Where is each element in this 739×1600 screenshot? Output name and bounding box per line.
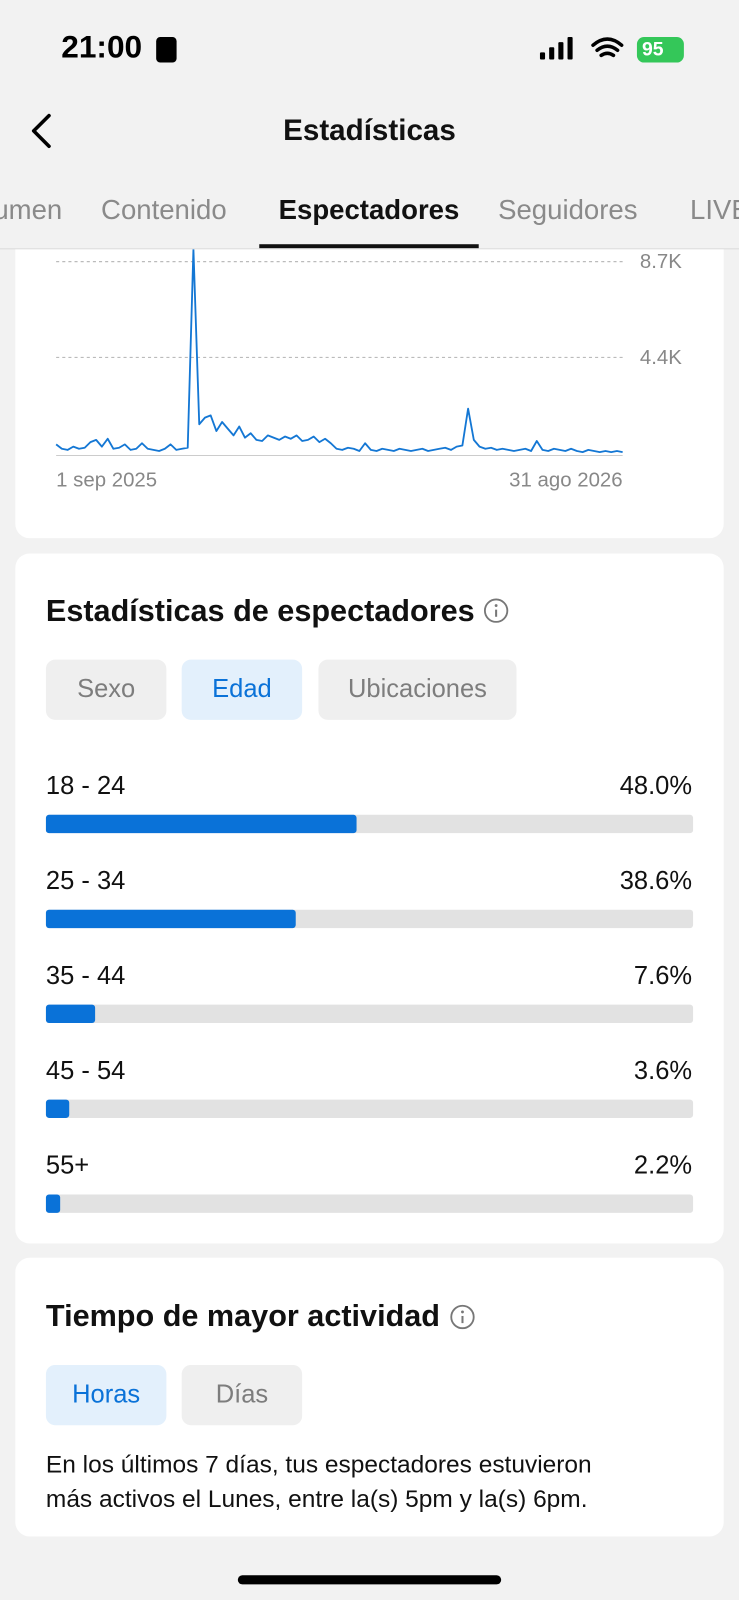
x-tick-label: 1 sep 2025	[56, 469, 157, 491]
info-icon[interactable]	[483, 598, 509, 623]
value-label: 3.6%	[634, 1057, 692, 1085]
tab-indicator	[259, 244, 479, 249]
tab[interactable]: LIVE	[690, 194, 739, 225]
filter-chip[interactable]	[45, 659, 167, 720]
bar-track	[45, 1004, 694, 1024]
bar-track	[45, 1194, 694, 1213]
bar	[45, 909, 296, 929]
back-button[interactable]	[31, 113, 51, 149]
activity-text: más activos el Lunes, entre la(s) 5pm y …	[46, 1486, 588, 1513]
tab[interactable]: Resumen	[0, 194, 62, 225]
home-indicator	[237, 1575, 502, 1585]
filter-chip[interactable]	[181, 1364, 303, 1426]
battery-level: 95	[642, 38, 664, 60]
filter-chip-label[interactable]: Días	[216, 1380, 268, 1408]
age-label: 18 - 24	[46, 772, 125, 800]
time: 21:00	[61, 29, 142, 65]
value-label: 48.0%	[620, 772, 692, 800]
bar	[45, 1099, 70, 1118]
info-icon[interactable]	[450, 1304, 475, 1330]
activity-text: En los últimos 7 días, tus espectadores …	[46, 1451, 592, 1478]
age-label: 45 - 54	[46, 1057, 125, 1085]
bar	[45, 814, 357, 834]
bar	[45, 1194, 61, 1213]
info-icon-dot	[494, 604, 498, 607]
tab[interactable]: Contenido	[101, 194, 227, 225]
filter-chip-label[interactable]: Sexo	[77, 675, 135, 703]
trend-line	[55, 249, 623, 454]
activity-card	[15, 1257, 724, 1537]
trend-card	[15, 249, 724, 539]
value-label: 2.2%	[634, 1152, 692, 1180]
value-label: 38.6%	[620, 867, 692, 895]
y-tick-label: 8.7K	[640, 251, 682, 273]
filter-chip[interactable]	[45, 1364, 167, 1426]
battery-icon	[636, 37, 684, 63]
viewer-stats-card	[15, 553, 724, 1244]
id-icon	[156, 37, 177, 63]
filter-chip[interactable]	[318, 659, 517, 720]
filter-chip-label[interactable]: Edad	[212, 675, 272, 703]
age-label: 25 - 34	[46, 867, 125, 895]
page-title: Estadísticas	[283, 114, 456, 147]
signal-icon	[539, 37, 573, 60]
bar-track	[45, 1099, 694, 1118]
filter-chip-label[interactable]: Ubicaciones	[348, 675, 487, 703]
wifi-icon	[591, 37, 624, 58]
y-tick-label: 4.4K	[640, 347, 682, 369]
filter-chip[interactable]	[181, 659, 303, 720]
bar	[45, 1004, 96, 1024]
tab[interactable]: Seguidores	[498, 194, 637, 225]
section-title: Tiempo de mayor actividad	[46, 1299, 440, 1333]
x-tick-label: 31 ago 2026	[509, 469, 622, 491]
age-label: 55+	[46, 1152, 89, 1180]
info-icon-dot	[461, 1310, 464, 1314]
section-title: Estadísticas de espectadores	[46, 594, 475, 628]
tab[interactable]: Espectadores	[279, 194, 460, 225]
age-label: 35 - 44	[46, 962, 125, 990]
filter-chip-label[interactable]: Horas	[72, 1380, 140, 1408]
value-label: 7.6%	[634, 962, 692, 990]
